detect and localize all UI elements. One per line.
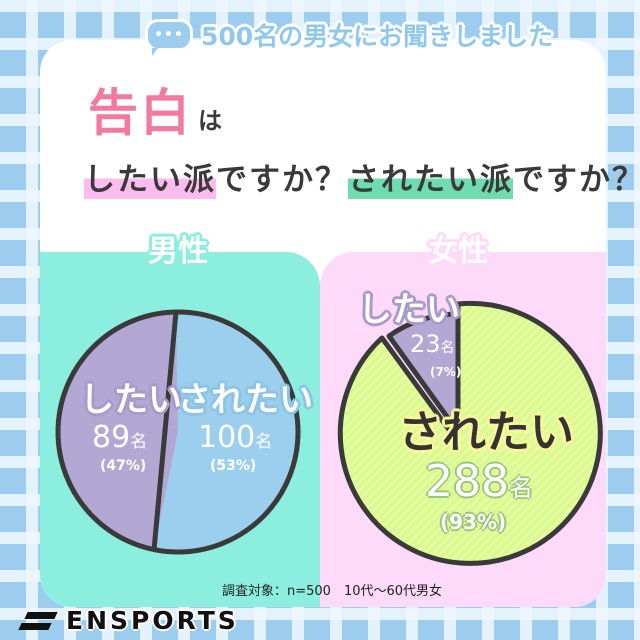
logo-mark-icon bbox=[18, 610, 58, 632]
women-sareta-count: 288名 bbox=[425, 456, 533, 507]
men-sareta-label: されたい bbox=[177, 380, 313, 420]
page-subtitle: したい派 ですか？ されたい派 ですか？ bbox=[84, 154, 640, 199]
women-sareta-label: されたい bbox=[398, 407, 574, 458]
ensports-logo: ENSPORTS bbox=[18, 606, 239, 635]
women-shitai-pct: (7%) bbox=[430, 365, 462, 379]
highlight-sareta: されたい派 bbox=[348, 154, 513, 199]
women-sareta-slice bbox=[337, 300, 603, 566]
logo-text: ENSPORTS bbox=[66, 606, 239, 635]
survey-header-text: 500名の男女にお聞きしました bbox=[201, 22, 554, 51]
highlight-shitai: したい派 bbox=[84, 154, 216, 199]
subtitle-part: ですか？ bbox=[216, 162, 348, 198]
men-sareta-slice bbox=[154, 312, 296, 552]
speech-bubble-icon: ••• bbox=[145, 19, 193, 51]
survey-footnote: 調査対象：n=500 10代〜60代男女 bbox=[222, 584, 443, 599]
survey-header: ••• 500名の男女にお聞きしました bbox=[145, 16, 553, 54]
men-shitai-slice bbox=[55, 311, 179, 550]
men-sareta-count: 100名 bbox=[198, 420, 273, 455]
page-title: 告白 は bbox=[88, 88, 222, 138]
women-shitai-label: したい bbox=[358, 290, 460, 330]
men-label: 男性 bbox=[148, 234, 208, 269]
men-shitai-count: 89名 bbox=[92, 420, 148, 455]
subtitle-part: ですか？ bbox=[513, 162, 640, 198]
men-shitai-label: したい bbox=[80, 380, 182, 420]
bubble-dots: ••• bbox=[154, 27, 184, 43]
men-sareta-pct: (53%) bbox=[210, 458, 257, 474]
women-label: 女性 bbox=[428, 234, 488, 269]
men-pie bbox=[55, 309, 301, 555]
title-main: 告白 bbox=[88, 84, 192, 142]
women-shitai-count: 23名 bbox=[410, 330, 455, 358]
title-particle: は bbox=[198, 107, 222, 135]
women-sareta-pct: (93%) bbox=[440, 510, 507, 534]
men-shitai-pct: (47%) bbox=[100, 458, 147, 474]
women-pie bbox=[337, 300, 603, 566]
